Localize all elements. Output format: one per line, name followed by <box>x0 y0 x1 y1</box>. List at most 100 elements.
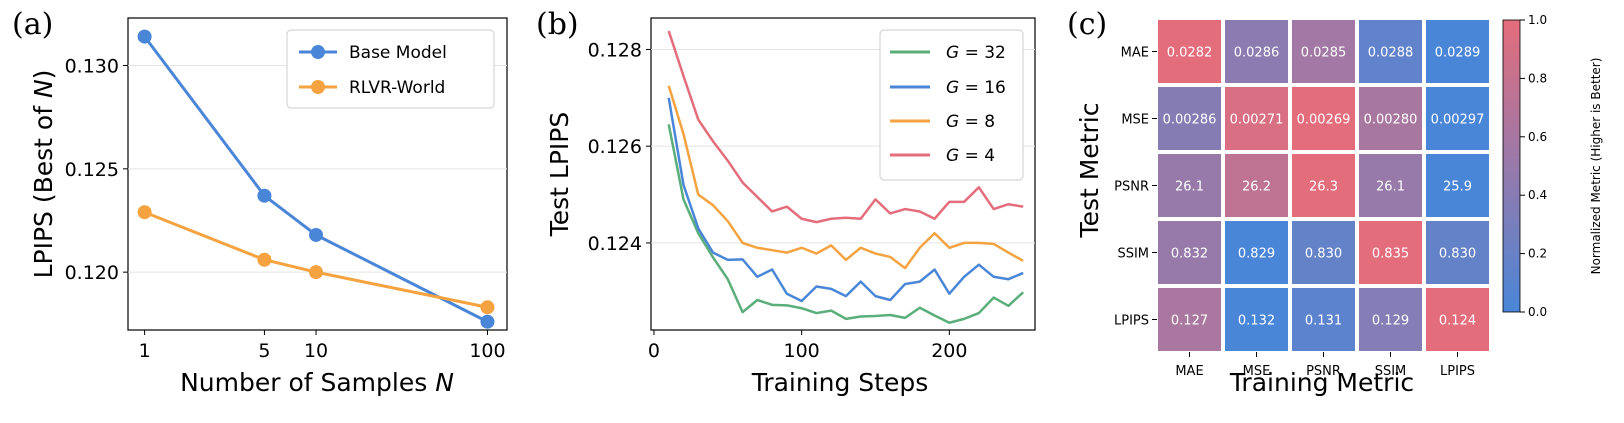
b-line-g-8 <box>667 85 1024 270</box>
heatmap-cell-psnr-ssim <box>1359 154 1422 217</box>
heatmap-cell-psnr-lpips <box>1426 154 1489 217</box>
panel-b-legend-box <box>879 29 1024 181</box>
heatmap-value-ssim-psnr: 0.830 <box>1305 247 1342 262</box>
heatmap-cell-ssim-mse <box>1225 221 1288 284</box>
panel-b-plot-frame <box>650 17 1036 331</box>
a-line-rlvr-world <box>144 210 488 309</box>
heatmap-value-mae-mae: 0.0282 <box>1167 46 1213 61</box>
heatmap-cell-ssim-lpips <box>1426 221 1489 284</box>
heatmap-value-mse-ssim: 0.00280 <box>1364 113 1418 128</box>
heatmap-cell-mse-psnr <box>1292 87 1355 150</box>
heatmap-col-label-mse: MSE <box>1243 364 1271 379</box>
panel-b-legend: G = 32 G = 16 G = 8 G = 4 <box>879 29 1024 181</box>
heatmap-value-mae-ssim: 0.0288 <box>1368 46 1414 61</box>
panel-b-label: (b) <box>536 7 579 42</box>
a-xtick-label-1: 1 <box>139 340 151 362</box>
heatmap-value-lpips-lpips: 0.124 <box>1439 314 1476 329</box>
heatmap-cell-mae-mse <box>1225 20 1288 83</box>
heatmap-cell-ssim-ssim <box>1359 221 1422 284</box>
legend-marker-rlvr-world <box>311 80 325 94</box>
heatmap-cell-lpips-lpips <box>1426 288 1489 351</box>
legend-marker-base-model <box>311 45 325 59</box>
panel-a-ylabel-close: ) <box>29 70 58 80</box>
heatmap-cell-lpips-psnr <box>1292 288 1355 351</box>
a-ytick-label-0.130: 0.130 <box>65 56 119 78</box>
heatmap-cell-ssim-mae <box>1158 221 1221 284</box>
heatmap-value-lpips-ssim: 0.129 <box>1372 314 1409 329</box>
heatmap-cell-psnr-psnr <box>1292 154 1355 217</box>
b-ytick-label-0.128: 0.128 <box>588 39 642 61</box>
a-xtick-label-100: 100 <box>469 340 505 362</box>
a-xtick-label-5: 5 <box>258 340 270 362</box>
panel-a-ticks: 0.120 0.125 0.130 1 5 10 100 <box>65 56 506 362</box>
b-ytick-label-0.126: 0.126 <box>588 136 642 158</box>
heatmap-cell-lpips-mse <box>1225 288 1288 351</box>
heatmap-col-label-ssim: SSIM <box>1375 364 1407 379</box>
panel-b-x-axis-label: Training Steps <box>751 368 929 397</box>
heatmap-row-label-psnr: PSNR <box>1114 180 1149 195</box>
heatmap-value-mse-mae: 0.00286 <box>1163 113 1217 128</box>
heatmap-col-label-lpips: LPIPS <box>1440 364 1475 379</box>
panel-a: (a) 0.120 0.125 0.130 1 5 10 100 Number of Sam… <box>12 7 508 397</box>
legend-label-rlvr-world: RLVR-World <box>349 78 445 98</box>
heatmap-value-psnr-mae: 26.1 <box>1175 180 1204 195</box>
b-line-g-4 <box>667 30 1024 224</box>
panel-a-label: (a) <box>12 7 53 42</box>
panel-a-xlabel-text: Number of Samples <box>180 368 435 397</box>
b-ytick-label-0.124: 0.124 <box>588 233 642 255</box>
heatmap-value-lpips-mae: 0.127 <box>1171 314 1208 329</box>
heatmap-value-lpips-psnr: 0.131 <box>1305 314 1342 329</box>
legend-label-base-model: Base Model <box>349 43 447 63</box>
heatmap-cell-lpips-mae <box>1158 288 1221 351</box>
heatmap-value-psnr-mse: 26.2 <box>1242 180 1271 195</box>
colorbar-tick-label-0.0: 0.0 <box>1528 305 1547 319</box>
heatmap-cell-mae-ssim <box>1359 20 1422 83</box>
colorbar-tick-label-0.6: 0.6 <box>1528 130 1547 144</box>
a-xtick-label-10: 10 <box>304 340 328 362</box>
heatmap-cell-lpips-ssim <box>1359 288 1422 351</box>
heatmap-cell-psnr-mae <box>1158 154 1221 217</box>
panel-a-ylabel-var: N <box>29 79 58 98</box>
heatmap-cell-ssim-psnr <box>1292 221 1355 284</box>
heatmap-cell-mse-ssim <box>1359 87 1422 150</box>
a-ytick-label-0.125: 0.125 <box>65 159 119 181</box>
heatmap-cell-mae-mae <box>1158 20 1221 83</box>
heatmap-value-psnr-lpips: 25.9 <box>1443 180 1472 195</box>
colorbar-ticks: 0.0 0.2 0.4 0.6 0.8 1.0 <box>1520 13 1547 319</box>
b-line-g-32 <box>667 124 1025 324</box>
panel-c-label: (c) <box>1067 7 1107 42</box>
panel-c-x-axis-label: Training Metric <box>1229 368 1414 397</box>
heatmap-col-label-psnr: PSNR <box>1306 364 1341 379</box>
a-point-base-model-1 <box>137 29 152 44</box>
heatmap-cell-mae-psnr <box>1292 20 1355 83</box>
legend-label-g8: G = 8 <box>946 112 995 132</box>
b-line-g-16 <box>667 97 1024 303</box>
colorbar-tick-label-1.0: 1.0 <box>1528 13 1547 27</box>
heatmap-value-ssim-lpips: 0.830 <box>1439 247 1476 262</box>
panel-a-y-axis-label: LPIPS (Best of N) <box>29 70 58 279</box>
panel-c-y-axis-label: Test Metric <box>1075 103 1104 239</box>
heatmap-value-mae-lpips: 0.0289 <box>1435 46 1481 61</box>
panel-a-x-axis-label: Number of Samples N <box>180 368 454 397</box>
panel-b: (b) 0.124 0.126 0.128 0 100 200 Training Step… <box>536 7 1036 397</box>
heatmap-cell-mse-lpips <box>1426 87 1489 150</box>
heatmap-ticks: MAE MSE PSNR SSIM LPIPS MAE MSE PSNR SSIM LPIPS <box>1114 46 1475 380</box>
legend-label-g16: G = 16 <box>946 78 1006 98</box>
panel-b-series <box>667 30 1025 324</box>
heatmap-row-label-mae: MAE <box>1121 46 1149 61</box>
b-xtick-label-100: 100 <box>784 340 820 362</box>
panel-a-xlabel-var: N <box>435 368 454 397</box>
panel-a-ylabel-text: LPIPS (Best of <box>29 98 58 278</box>
heatmap-value-mse-lpips: 0.00297 <box>1431 113 1485 128</box>
heatmap-value-ssim-mse: 0.829 <box>1238 247 1275 262</box>
a-point-rlvr-world-5 <box>257 252 272 267</box>
colorbar-tick-label-0.4: 0.4 <box>1528 188 1547 202</box>
a-point-base-model-100 <box>480 314 495 329</box>
colorbar-tick-label-0.2: 0.2 <box>1528 247 1547 261</box>
heatmap-cells: 0.0282 0.0286 0.0285 0.0288 0.0289 0.00286 0.0… <box>1158 20 1489 351</box>
b-xtick-label-0: 0 <box>648 340 660 362</box>
heatmap-value-ssim-mae: 0.832 <box>1171 247 1208 262</box>
a-point-base-model-10 <box>309 227 324 242</box>
panel-b-y-axis-label: Test LPIPS <box>545 112 574 238</box>
